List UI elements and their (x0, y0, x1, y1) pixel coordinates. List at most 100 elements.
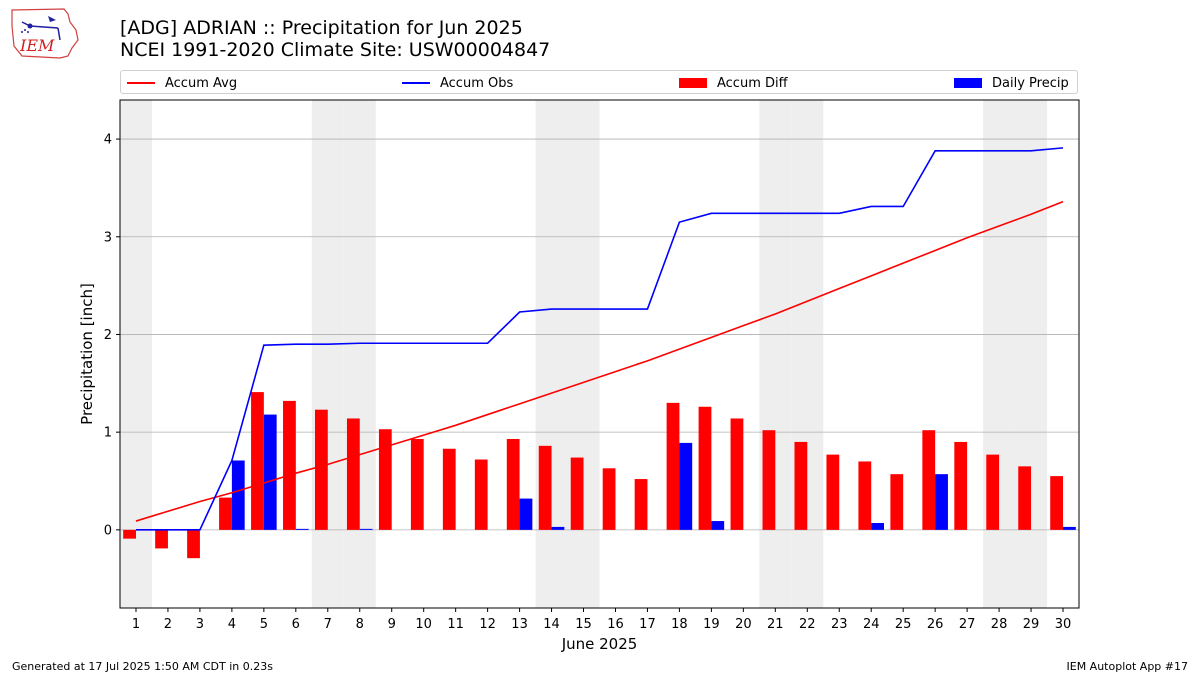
x-tick-label-19: 19 (703, 617, 720, 632)
accum-diff-bar-day-1 (123, 529, 136, 539)
weekend-shade-day-1 (120, 100, 152, 608)
x-tick-label-8: 8 (356, 617, 364, 632)
x-tick-label-9: 9 (388, 617, 396, 632)
x-tick-label-14: 14 (543, 617, 560, 632)
weekend-shade-day-28 (983, 100, 1016, 608)
accum-diff-bar-day-14 (538, 445, 552, 530)
accum-diff-bar-day-8 (346, 418, 360, 530)
legend: Accum Avg Accum Obs Accum Diff Daily Pre… (120, 70, 1078, 94)
accum-diff-bar-day-17 (634, 479, 648, 530)
legend-swatch-accum-obs (402, 82, 430, 84)
accum-avg-line (135, 200, 1064, 522)
x-tick-label-18: 18 (671, 617, 688, 632)
x-tick-label-13: 13 (511, 617, 528, 632)
x-tick-label-16: 16 (607, 617, 624, 632)
x-axis-label: June 2025 (561, 635, 638, 653)
accum-diff-bar-day-13 (506, 438, 520, 530)
accum-diff-bar-day-15 (570, 457, 584, 530)
x-tick-label-7: 7 (324, 617, 332, 632)
daily-precip-bar-day-6 (295, 528, 309, 530)
accum-diff-bar-day-20 (730, 418, 744, 530)
chart-title: [ADG] ADRIAN :: Precipitation for Jun 20… (120, 17, 550, 61)
weekend-shade-day-29 (1015, 100, 1048, 608)
x-tick-label-1: 1 (132, 617, 140, 632)
y-tick-label-1: 1 (104, 426, 112, 441)
weekend-shade-day-15 (567, 100, 600, 608)
daily-precip-bar-day-18 (679, 442, 693, 530)
accum-diff-bar-day-23 (826, 454, 840, 530)
x-tick-label-21: 21 (767, 617, 784, 632)
x-tick-label-20: 20 (735, 617, 752, 632)
accum-diff-bar-day-30 (1050, 476, 1064, 530)
x-tick-label-23: 23 (831, 617, 848, 632)
accum-diff-bar-day-29 (1018, 466, 1032, 530)
legend-swatch-accum-avg (127, 82, 155, 84)
accum-diff-bar-day-2 (155, 529, 168, 549)
legend-label-accum-avg: Accum Avg (165, 75, 238, 91)
accum-diff-bar-day-18 (666, 402, 680, 530)
accum-diff-bar-day-10 (410, 438, 424, 530)
x-tick-label-25: 25 (895, 617, 912, 632)
x-tick-label-24: 24 (863, 617, 880, 632)
daily-precip-bar-day-5 (263, 414, 277, 530)
y-axis-label: Precipitation [inch] (78, 283, 96, 425)
weekend-shade-day-7 (311, 100, 344, 608)
accum-obs-line (135, 147, 1064, 531)
accum-diff-bar-day-26 (922, 430, 936, 530)
legend-label-accum-diff: Accum Diff (717, 75, 788, 91)
accum-diff-bar-day-25 (890, 474, 904, 530)
daily-precip-bar-day-8 (359, 528, 373, 530)
accum-diff-bar-day-11 (442, 448, 456, 530)
accum-diff-bar-day-4 (219, 497, 232, 530)
daily-precip-bar-day-26 (935, 474, 948, 530)
legend-item-accum-diff: Accum Diff (679, 74, 788, 92)
x-tick-label-2: 2 (164, 617, 172, 632)
x-tick-label-6: 6 (292, 617, 300, 632)
title-line-1: [ADG] ADRIAN :: Precipitation for Jun 20… (120, 17, 523, 39)
x-tick-label-5: 5 (260, 617, 268, 632)
accum-diff-bar-day-24 (858, 461, 872, 530)
daily-precip-bar-day-30 (1063, 526, 1076, 530)
legend-label-daily-precip: Daily Precip (992, 75, 1069, 91)
x-tick-label-15: 15 (575, 617, 592, 632)
weekend-shade-day-21 (759, 100, 792, 608)
accum-diff-bar-day-9 (378, 429, 392, 530)
y-tick-label-4: 4 (104, 133, 112, 148)
accum-diff-bar-day-12 (474, 459, 488, 530)
x-tick-label-4: 4 (228, 617, 236, 632)
accum-diff-bar-day-28 (986, 454, 1000, 530)
y-tick-label-3: 3 (104, 230, 112, 245)
logo-text: IEM (19, 36, 55, 55)
weekend-shade-day-8 (343, 100, 376, 608)
title-line-2: NCEI 1991-2020 Climate Site: USW00004847 (120, 39, 551, 61)
accum-diff-bar-day-19 (698, 406, 712, 530)
x-tick-label-3: 3 (196, 617, 204, 632)
legend-swatch-daily-precip (954, 78, 982, 88)
legend-item-accum-avg: Accum Avg (127, 74, 237, 92)
weekend-shade-day-22 (791, 100, 824, 608)
legend-label-accum-obs: Accum Obs (440, 75, 514, 91)
daily-precip-bar-day-14 (551, 526, 565, 530)
x-tick-label-29: 29 (1023, 617, 1040, 632)
x-tick-label-27: 27 (959, 617, 976, 632)
legend-swatch-accum-diff (679, 78, 707, 88)
accum-diff-bar-day-22 (794, 441, 808, 530)
plot-frame (119, 99, 1080, 609)
legend-item-accum-obs: Accum Obs (402, 74, 513, 92)
daily-precip-bar-day-4 (231, 460, 245, 530)
daily-precip-bar-day-24 (871, 523, 885, 530)
daily-precip-bar-day-13 (519, 498, 533, 530)
legend-item-daily-precip: Daily Precip (954, 74, 1069, 92)
generated-footer: Generated at 17 Jul 2025 1:50 AM CDT in … (12, 660, 273, 673)
x-tick-label-22: 22 (799, 617, 816, 632)
accum-diff-bar-day-5 (251, 392, 264, 530)
x-tick-label-28: 28 (991, 617, 1008, 632)
accum-diff-bar-day-6 (283, 400, 296, 530)
y-tick-label-0: 0 (104, 523, 112, 538)
accum-diff-bar-day-7 (314, 409, 328, 530)
accum-diff-bar-day-21 (762, 430, 776, 530)
daily-precip-bar-day-19 (711, 521, 725, 530)
weekend-shade-day-14 (535, 100, 568, 608)
x-tick-label-10: 10 (415, 617, 432, 632)
